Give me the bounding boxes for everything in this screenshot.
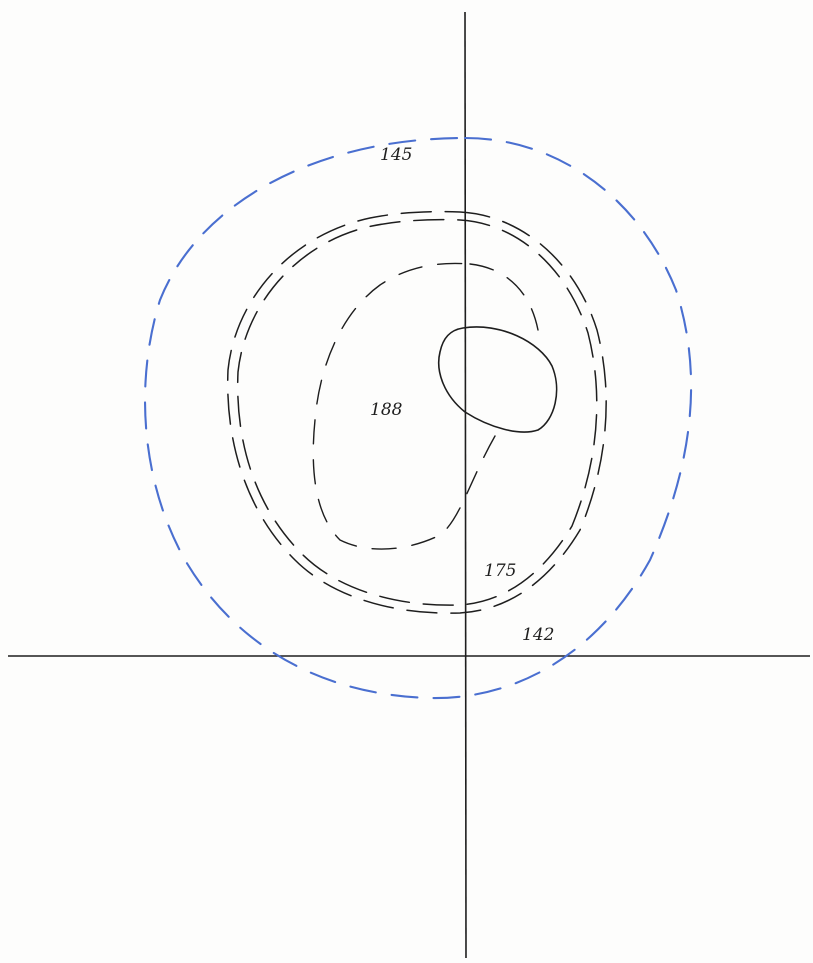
label-142: 142 <box>522 625 554 645</box>
vertical-axis <box>464 11 467 959</box>
outer-contour-blue <box>144 136 693 700</box>
double-contour-inner-line <box>236 218 598 606</box>
solid-closed-contour <box>438 326 558 433</box>
double-contour-outer-line <box>226 210 607 614</box>
label-145: 145 <box>380 145 412 165</box>
label-188: 188 <box>370 400 403 420</box>
label-175: 175 <box>484 561 516 581</box>
inner-contour-dashed <box>312 262 539 550</box>
